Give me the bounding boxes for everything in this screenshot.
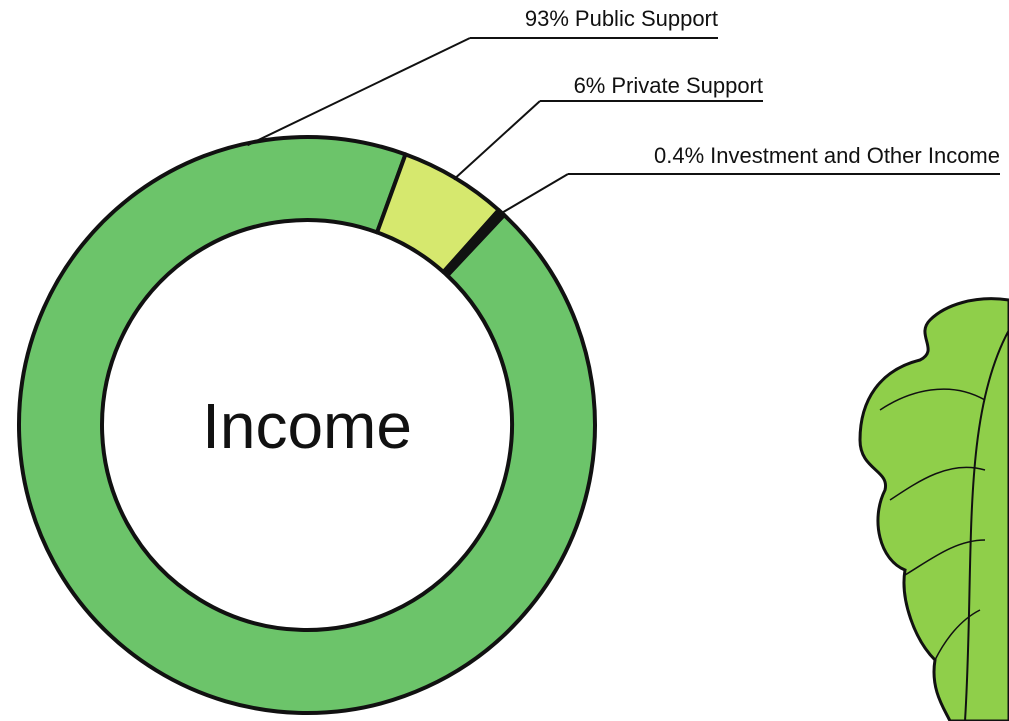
- value-label: 93%: [525, 6, 569, 31]
- labels: 93% Public Support 6% Private Support 0.4% In…: [247, 6, 1000, 215]
- donut: [17, 135, 597, 715]
- leader-line: [499, 173, 569, 215]
- slice-label: 6% Private Support: [574, 73, 763, 98]
- leader-line: [247, 37, 471, 147]
- value-label: 0.4%: [654, 143, 704, 168]
- category-label: Private Support: [611, 73, 763, 98]
- leaf-decoration: [858, 297, 1009, 721]
- leaf-vein: [879, 388, 986, 661]
- donut-segment: [441, 208, 507, 278]
- leaf-vein: [964, 329, 1009, 721]
- donut-segment: [17, 135, 597, 715]
- slice-label: 93% Public Support: [525, 6, 718, 31]
- slice-label: 0.4% Investment and Other Income: [654, 143, 1000, 168]
- leaf: [858, 297, 1009, 721]
- leader-line: [453, 100, 541, 181]
- chart-title: Income: [202, 390, 412, 462]
- value-label: 6%: [574, 73, 606, 98]
- category-label: Public Support: [575, 6, 718, 31]
- category-label: Investment and Other Income: [710, 143, 1000, 168]
